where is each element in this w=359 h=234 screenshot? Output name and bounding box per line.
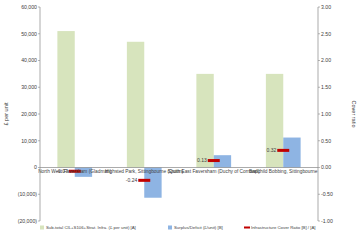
y-tick — [38, 221, 40, 222]
bar — [57, 31, 74, 167]
y-tick — [38, 33, 40, 34]
y-tick-label: (20,000) — [18, 218, 38, 224]
y2-tick-label: 0.00 — [321, 164, 331, 170]
category-label: Bapchild Bobbing, Sittingbourne — [249, 169, 318, 174]
y-tick — [38, 87, 40, 88]
ratio-marker — [138, 179, 150, 182]
y-tick — [38, 194, 40, 195]
y2-tick — [318, 7, 320, 8]
data-label: 0.13 — [197, 157, 207, 163]
y2-tick-label: 0.50 — [321, 138, 331, 144]
bar — [266, 74, 283, 168]
legend-label: Surplus/Deficit (£/unit) [B] — [174, 225, 223, 230]
data-label: -0.24 — [126, 177, 138, 183]
y-tick-label: (10,000) — [18, 191, 38, 197]
y2-tick — [318, 140, 320, 141]
y-tick-label: 40,000 — [21, 57, 37, 63]
y-tick-label: 10,000 — [21, 138, 37, 144]
y2-tick — [318, 33, 320, 34]
y2-tick-label: 1.50 — [321, 84, 331, 90]
legend-swatch — [40, 226, 44, 230]
zero-line — [40, 167, 318, 168]
y2-tick — [318, 114, 320, 115]
y2-tick — [318, 221, 320, 222]
bar — [127, 42, 144, 168]
y2-tick — [318, 87, 320, 88]
legend-swatch — [244, 227, 250, 229]
y2-axis-title: Cover ratio — [351, 101, 357, 128]
ratio-marker — [277, 149, 289, 152]
legend-label: Sub-total CIL+S106+Strat. Infra. (£ per … — [46, 225, 136, 230]
y2-tick-label: -0.50 — [321, 191, 333, 197]
y2-tick-label: 2.50 — [321, 31, 331, 37]
y-tick-label: 60,000 — [21, 4, 37, 10]
y-tick-label: 30,000 — [21, 84, 37, 90]
bar — [196, 74, 213, 168]
category-label: South East Faversham (Duchy of Cornwall) — [168, 169, 261, 174]
chart: (20,000) (10,000) 0 10,000 20,000 30,000 40,00… — [0, 0, 359, 234]
legend-label: Infrastructure Cover Ratio [B] / [A] — [251, 225, 315, 230]
category-label: North West Faversham (Gladman) — [38, 169, 112, 174]
y2-tick — [318, 194, 320, 195]
y-tick — [38, 114, 40, 115]
data-label: -0.07 — [56, 168, 68, 174]
bar — [283, 138, 300, 168]
y-tick — [38, 140, 40, 141]
y2-tick-label: 1.00 — [321, 111, 331, 117]
y2-tick — [318, 60, 320, 61]
y-tick — [38, 7, 40, 8]
legend-swatch — [168, 226, 172, 230]
ratio-marker — [208, 159, 220, 162]
y-tick-label: 20,000 — [21, 111, 37, 117]
y2-tick — [318, 167, 320, 168]
data-label: 0.32 — [267, 147, 277, 153]
y-tick — [38, 167, 40, 168]
y2-tick-label: 2.00 — [321, 57, 331, 63]
y-tick-label: 50,000 — [21, 31, 37, 37]
y-axis-title: £ per unit — [3, 102, 9, 125]
y2-tick-label: 3.00 — [321, 4, 331, 10]
y-tick — [38, 60, 40, 61]
y2-tick-label: -1.00 — [321, 218, 333, 224]
y-tick-label: 0 — [34, 164, 37, 170]
